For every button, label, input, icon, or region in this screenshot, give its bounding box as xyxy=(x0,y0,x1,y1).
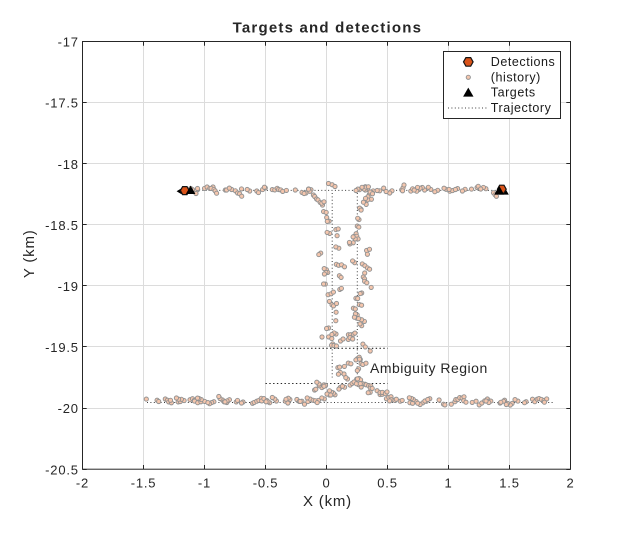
svg-text:-20: -20 xyxy=(58,401,79,416)
svg-text:-18: -18 xyxy=(58,157,79,172)
svg-text:0.5: 0.5 xyxy=(377,476,397,491)
svg-text:0: 0 xyxy=(322,476,330,491)
svg-text:Detections: Detections xyxy=(491,55,556,69)
svg-text:Trajectory: Trajectory xyxy=(491,101,552,115)
svg-text:-19: -19 xyxy=(58,279,79,294)
svg-text:-18.5: -18.5 xyxy=(45,218,79,233)
svg-text:1.5: 1.5 xyxy=(499,476,519,491)
svg-text:Ambiguity Region: Ambiguity Region xyxy=(370,360,488,376)
svg-text:Targets: Targets xyxy=(491,86,536,100)
svg-text:1: 1 xyxy=(444,476,452,491)
svg-text:Y (km): Y (km) xyxy=(21,229,38,278)
svg-text:-1.5: -1.5 xyxy=(131,476,157,491)
svg-text:(history): (history) xyxy=(491,70,541,84)
svg-text:-2: -2 xyxy=(76,476,89,491)
svg-text:-20.5: -20.5 xyxy=(45,462,79,477)
svg-text:-1: -1 xyxy=(198,476,211,491)
svg-text:-19.5: -19.5 xyxy=(45,340,79,355)
svg-text:X (km): X (km) xyxy=(303,493,352,510)
svg-text:-17.5: -17.5 xyxy=(45,96,79,111)
svg-text:Targets and detections: Targets and detections xyxy=(233,19,423,36)
svg-text:-0.5: -0.5 xyxy=(253,476,279,491)
svg-text:-17: -17 xyxy=(58,35,79,50)
svg-text:2: 2 xyxy=(566,476,574,491)
